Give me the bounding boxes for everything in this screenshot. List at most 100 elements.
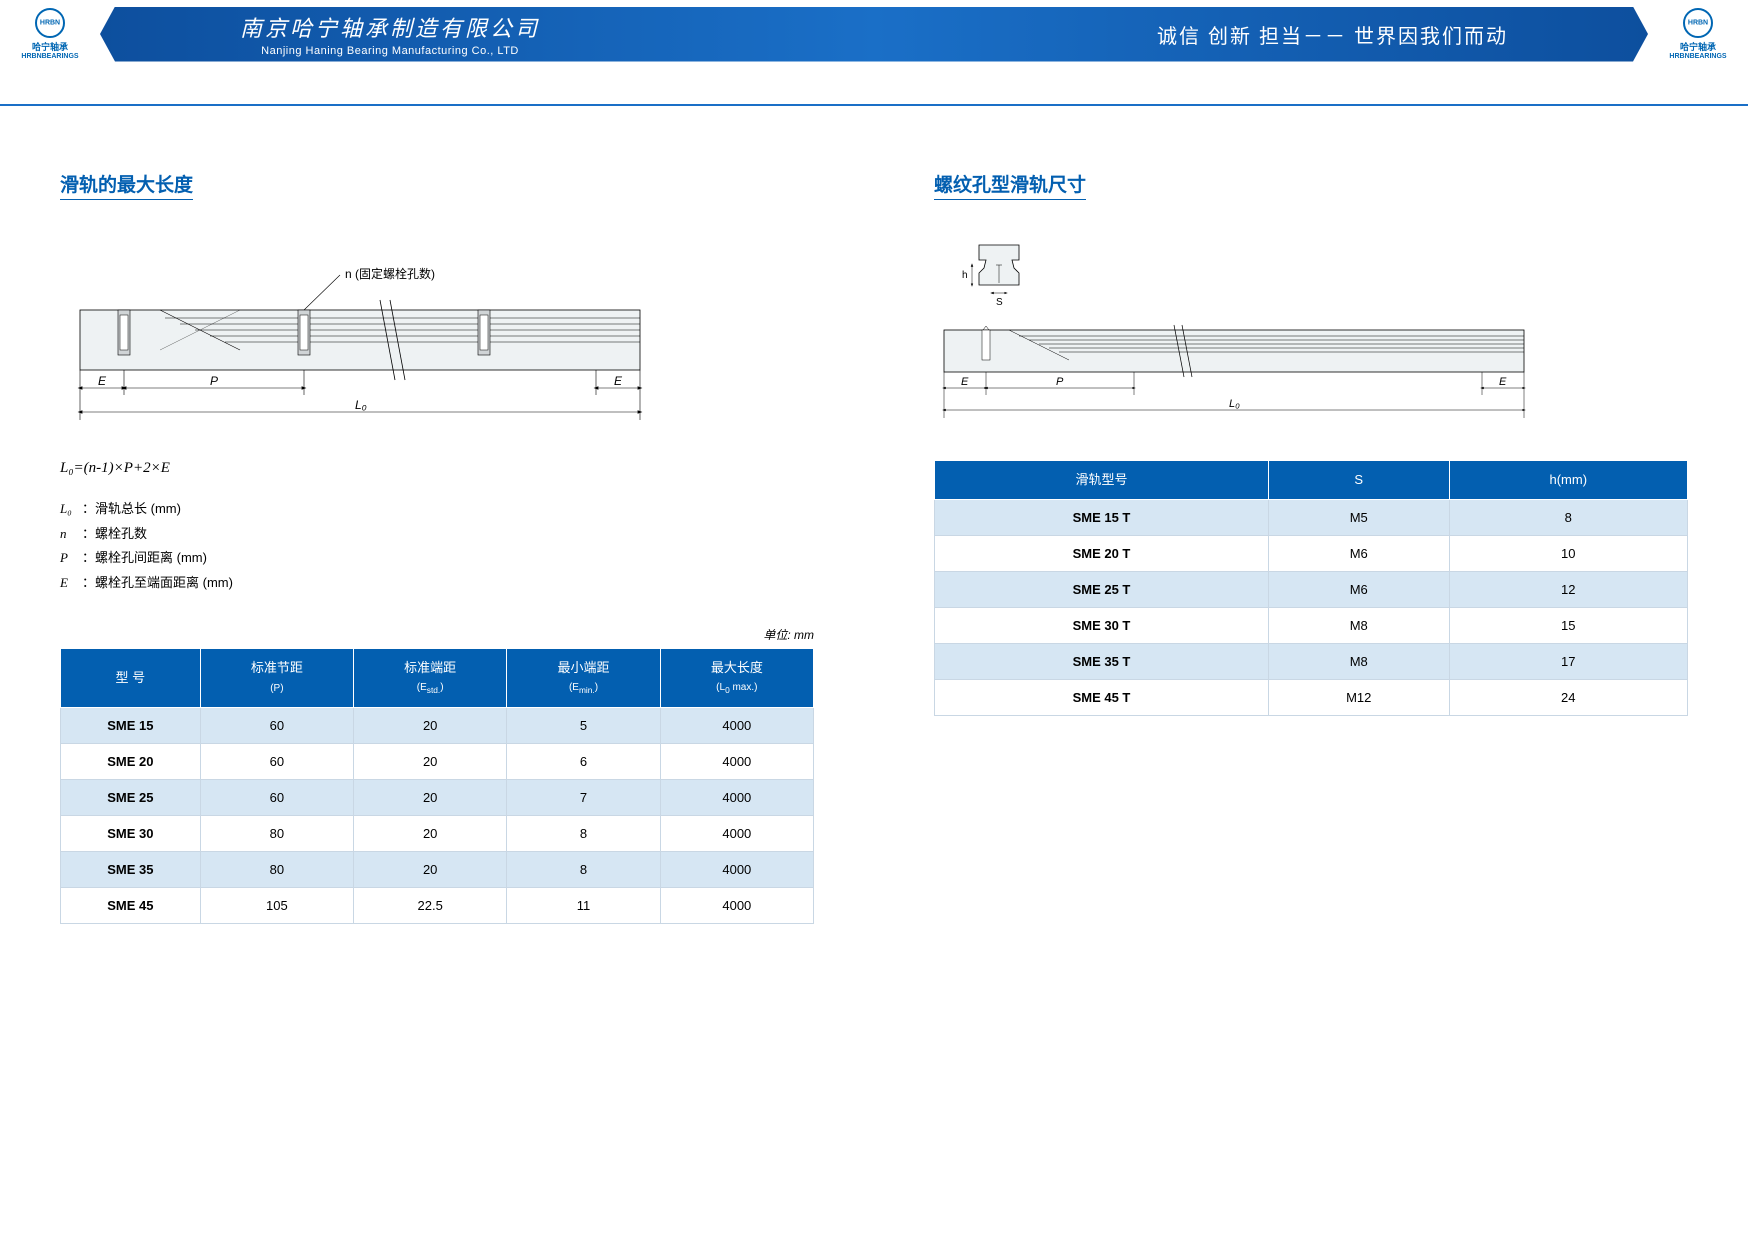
left-table: 型 号 标准节距(P) 标准端距(Estd.) 最小端距(Emin.) 最大长度… <box>60 648 814 924</box>
formula: L₀=(n-1)×P+2×E <box>60 460 814 477</box>
unit-label: 单位: mm <box>60 626 814 643</box>
table-cell: 4000 <box>660 779 813 815</box>
table-cell: SME 20 <box>61 743 201 779</box>
th: 最小端距(Emin.) <box>507 648 660 707</box>
table-cell: 5 <box>507 707 660 743</box>
table-row: SME 45 TM1224 <box>935 680 1688 716</box>
table-cell: 15 <box>1449 608 1687 644</box>
table-row: SME 30802084000 <box>61 815 814 851</box>
page-divider <box>0 104 1748 106</box>
table-cell: 12 <box>1449 572 1687 608</box>
table-cell: 20 <box>354 743 507 779</box>
table-cell: M6 <box>1268 536 1449 572</box>
table-cell: 80 <box>200 851 353 887</box>
table-cell: 8 <box>507 851 660 887</box>
banner-middle: 南京哈宁轴承制造有限公司 Nanjing Haning Bearing Manu… <box>100 7 1648 62</box>
table-row: SME 15602054000 <box>61 707 814 743</box>
table-cell: 105 <box>200 887 353 923</box>
svg-text:L₀: L₀ <box>1229 398 1240 410</box>
n-label: n (固定螺栓孔数) <box>345 266 435 281</box>
table-cell: M5 <box>1268 500 1449 536</box>
table-cell: 60 <box>200 707 353 743</box>
table-cell: M12 <box>1268 680 1449 716</box>
table-cell: 4000 <box>660 887 813 923</box>
table-cell: 60 <box>200 743 353 779</box>
table-cell: 20 <box>354 707 507 743</box>
logo-gear-icon <box>1683 8 1713 38</box>
left-column: 滑轨的最大长度 <box>60 170 814 924</box>
table-cell: 17 <box>1449 644 1687 680</box>
table-cell: SME 25 <box>61 779 201 815</box>
table-row: SME 20602064000 <box>61 743 814 779</box>
table-cell: 8 <box>1449 500 1687 536</box>
formula-defs: L₀：滑轨总长 (mm) n：螺栓孔数 P：螺栓孔间距离 (mm) E：螺栓孔至… <box>60 497 814 596</box>
logo-cn: 哈宁轴承 <box>1680 40 1716 53</box>
table-cell: SME 30 T <box>935 608 1269 644</box>
svg-text:L₀: L₀ <box>355 398 367 412</box>
table-cell: 60 <box>200 779 353 815</box>
table-cell: 8 <box>507 815 660 851</box>
table-cell: 4000 <box>660 707 813 743</box>
logo-cn: 哈宁轴承 <box>32 40 68 53</box>
svg-text:E: E <box>961 376 969 388</box>
table-row: SME 35802084000 <box>61 851 814 887</box>
table-row: SME 15 TM58 <box>935 500 1688 536</box>
table-row: SME 35 TM817 <box>935 644 1688 680</box>
th: 标准节距(P) <box>200 648 353 707</box>
table-cell: SME 45 T <box>935 680 1269 716</box>
table-cell: 4000 <box>660 815 813 851</box>
th: S <box>1268 461 1449 500</box>
table-cell: 20 <box>354 851 507 887</box>
table-row: SME 25602074000 <box>61 779 814 815</box>
svg-text:E: E <box>98 374 107 388</box>
svg-text:E: E <box>1499 376 1507 388</box>
table-cell: 20 <box>354 815 507 851</box>
header-banner: 哈宁轴承 HRBNBEARINGS 南京哈宁轴承制造有限公司 Nanjing H… <box>0 0 1748 68</box>
table-row: SME 25 TM612 <box>935 572 1688 608</box>
svg-text:S: S <box>996 297 1003 308</box>
table-cell: SME 45 <box>61 887 201 923</box>
table-cell: 11 <box>507 887 660 923</box>
table-cell: 20 <box>354 779 507 815</box>
table-cell: 22.5 <box>354 887 507 923</box>
table-cell: SME 20 T <box>935 536 1269 572</box>
table-cell: 4000 <box>660 851 813 887</box>
table-cell: SME 30 <box>61 815 201 851</box>
svg-text:P: P <box>210 374 218 388</box>
table-cell: 80 <box>200 815 353 851</box>
svg-text:h: h <box>962 270 968 281</box>
table-cell: M8 <box>1268 644 1449 680</box>
table-cell: SME 15 <box>61 707 201 743</box>
th: 最大长度(L0 max.) <box>660 648 813 707</box>
left-title: 滑轨的最大长度 <box>60 170 193 200</box>
svg-text:P: P <box>1056 376 1064 388</box>
th: 型 号 <box>61 648 201 707</box>
th: 标准端距(Estd.) <box>354 648 507 707</box>
logo-left: 哈宁轴承 HRBNBEARINGS <box>0 0 100 68</box>
table-cell: M8 <box>1268 608 1449 644</box>
logo-gear-icon <box>35 8 65 38</box>
logo-right: 哈宁轴承 HRBNBEARINGS <box>1648 0 1748 68</box>
logo-en: HRBNBEARINGS <box>21 53 78 60</box>
table-row: SME 20 TM610 <box>935 536 1688 572</box>
right-diagram: h S <box>934 240 1688 440</box>
slogan: 诚信 创新 担当－－ 世界因我们而动 <box>1157 20 1508 49</box>
table-cell: 6 <box>507 743 660 779</box>
table-row: SME 4510522.5114000 <box>61 887 814 923</box>
right-title: 螺纹孔型滑轨尺寸 <box>934 170 1086 200</box>
table-cell: SME 35 T <box>935 644 1269 680</box>
th: 滑轨型号 <box>935 461 1269 500</box>
table-cell: 10 <box>1449 536 1687 572</box>
table-cell: SME 25 T <box>935 572 1269 608</box>
svg-text:E: E <box>614 374 623 388</box>
content-area: 滑轨的最大长度 <box>60 170 1688 924</box>
table-cell: 24 <box>1449 680 1687 716</box>
logo-en: HRBNBEARINGS <box>1669 53 1726 60</box>
right-column: 螺纹孔型滑轨尺寸 h S <box>934 170 1688 924</box>
table-row: SME 30 TM815 <box>935 608 1688 644</box>
table-cell: SME 15 T <box>935 500 1269 536</box>
left-diagram: n (固定螺栓孔数) E P E L₀ <box>60 240 814 430</box>
table-cell: 4000 <box>660 743 813 779</box>
table-cell: SME 35 <box>61 851 201 887</box>
table-cell: M6 <box>1268 572 1449 608</box>
